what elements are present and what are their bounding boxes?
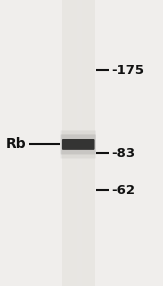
Bar <box>93 0 95 286</box>
Bar <box>70 0 72 286</box>
Text: -175: -175 <box>111 63 144 77</box>
Bar <box>68 0 70 286</box>
Bar <box>73 0 75 286</box>
Bar <box>62 0 64 286</box>
Bar <box>77 0 78 286</box>
Text: -62: -62 <box>111 184 135 197</box>
FancyBboxPatch shape <box>61 130 96 158</box>
Bar <box>65 0 67 286</box>
Bar <box>75 0 77 286</box>
Bar <box>86 0 88 286</box>
Bar <box>78 0 80 286</box>
Bar <box>85 0 86 286</box>
Bar <box>90 0 91 286</box>
Bar <box>72 0 73 286</box>
Text: Rb: Rb <box>6 138 27 151</box>
Bar <box>82 0 83 286</box>
FancyBboxPatch shape <box>61 134 96 154</box>
Bar <box>91 0 93 286</box>
Bar <box>67 0 68 286</box>
Bar <box>62 0 95 286</box>
Bar <box>88 0 90 286</box>
Text: -83: -83 <box>111 146 135 160</box>
Bar <box>83 0 85 286</box>
Bar <box>80 0 82 286</box>
Bar <box>64 0 65 286</box>
FancyBboxPatch shape <box>62 139 95 150</box>
